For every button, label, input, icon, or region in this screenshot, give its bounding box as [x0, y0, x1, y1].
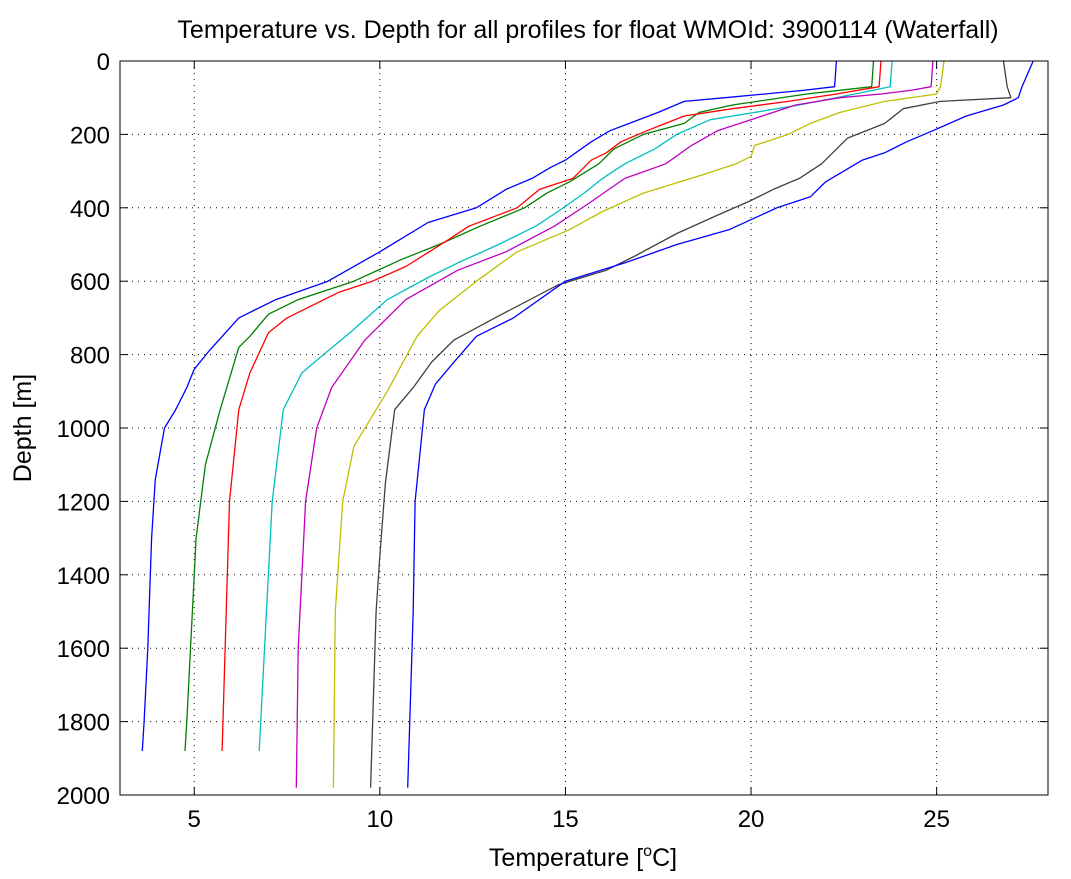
profile-line-2 — [184, 60, 875, 752]
x-axis-label-end: C] — [652, 844, 677, 872]
y-tick-label: 1600 — [57, 636, 110, 663]
y-axis-label: Depth [m] — [9, 374, 37, 482]
x-tick-label: 5 — [188, 806, 201, 833]
profile-line-6 — [332, 60, 945, 788]
y-tick-label: 400 — [70, 196, 110, 223]
x-tick-label: 25 — [923, 806, 950, 833]
y-tick-label: 2000 — [57, 783, 110, 810]
x-axis-label: Temperature [oC] — [489, 843, 677, 872]
profile-line-5 — [295, 60, 934, 788]
x-axis-label-sup: o — [643, 843, 652, 860]
profile-line-7 — [369, 60, 1012, 788]
profile-line-3 — [221, 60, 882, 752]
series-group — [141, 60, 1034, 788]
y-tick-label: 1400 — [57, 563, 110, 590]
grid — [120, 60, 1048, 796]
x-tick-label: 10 — [366, 806, 393, 833]
y-tick-label: 800 — [70, 343, 110, 370]
y-tick-label: 200 — [70, 122, 110, 149]
x-tick-label: 20 — [738, 806, 765, 833]
profile-line-1 — [141, 60, 838, 752]
profile-line-4 — [258, 60, 893, 752]
x-ticks: 5 10 15 20 25 — [188, 61, 950, 833]
chart-title: Temperature vs. Depth for all profiles f… — [177, 16, 998, 44]
y-tick-label: 1800 — [57, 710, 110, 737]
y-tick-label: 0 — [97, 49, 110, 76]
y-tick-label: 1000 — [57, 416, 110, 443]
y-ticks: 0 200 400 600 800 1000 1200 1400 1600 1800 2000 — [57, 49, 1048, 810]
profile-line-8 — [407, 60, 1034, 788]
plot-frame — [119, 60, 1049, 796]
x-tick-label: 15 — [552, 806, 579, 833]
y-tick-label: 1200 — [57, 489, 110, 516]
y-tick-label: 600 — [70, 269, 110, 296]
x-axis-label-main: Temperature [ — [489, 844, 643, 872]
